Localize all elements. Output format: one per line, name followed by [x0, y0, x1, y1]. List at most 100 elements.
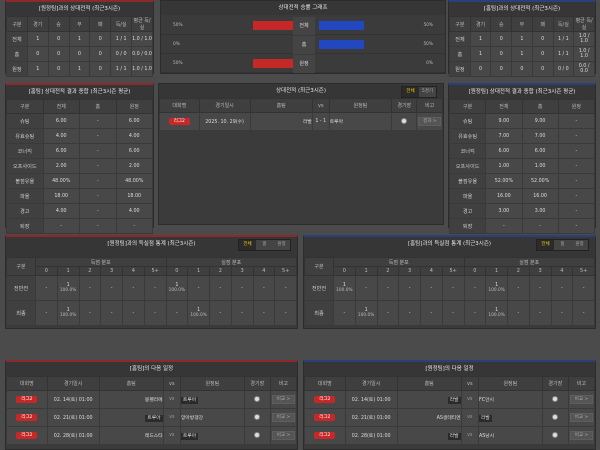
table-row: 오프사이드 1.00 1.00-: [448, 158, 596, 174]
match-row[interactable]: 리그2 02. 21(토) 01:00 AS생테티엔 vs 라발 비교 >: [304, 408, 596, 427]
away-team[interactable]: 트루아: [329, 120, 344, 125]
tab-0[interactable]: 전체: [239, 240, 256, 250]
cell: -: [521, 218, 559, 234]
away-team[interactable]: 라발: [478, 415, 492, 422]
tab-0[interactable]: 전체: [402, 87, 419, 97]
away-team-cell: AS낭시: [477, 426, 543, 445]
tab-1[interactable]: 5경기: [419, 87, 436, 97]
column-header: 득/실: [552, 16, 575, 32]
league-badge[interactable]: 리그2: [314, 432, 336, 439]
stats-right-panel: [원정팀] 상대전적 결과 종합 (최근3시즌 평균) 구분 전체 홈 원정 슈팅 9.00…: [448, 83, 596, 234]
row-label: 최종: [304, 300, 334, 326]
cell: 0: [531, 61, 554, 77]
stadium-icon[interactable]: [254, 431, 261, 438]
cell: 0: [47, 61, 70, 77]
stadium-icon[interactable]: [401, 117, 408, 124]
group-header: 득점 분포: [35, 257, 167, 267]
cell: -: [100, 300, 123, 326]
cell: -: [143, 275, 167, 301]
match-row[interactable]: 리그2 02. 28(토) 01:00 라발 vs AS낭시 비교 >: [304, 426, 596, 445]
column-header: 원정팀: [179, 376, 245, 391]
stadium-icon[interactable]: [254, 413, 261, 420]
column-header: 홈: [79, 99, 117, 114]
tab-0[interactable]: 전체: [537, 240, 554, 250]
league-badge[interactable]: 리그2: [16, 432, 38, 439]
stadium-icon[interactable]: [254, 395, 261, 402]
league-badge[interactable]: 리그2: [168, 118, 190, 125]
home-team[interactable]: 라발: [447, 397, 461, 404]
tab-1[interactable]: 홈: [256, 240, 273, 250]
cell: 1: [68, 61, 91, 77]
compare-button[interactable]: 결과 >: [418, 117, 442, 126]
away-team[interactable]: 앙아방갱강: [180, 416, 204, 421]
table-row: 슈팅 9.00 9.00-: [448, 113, 596, 129]
match-row[interactable]: 리그2 2025. 10. 29(수) 라발 1 - 1 트루아 결과 >: [159, 112, 443, 131]
home-team[interactable]: AS생테티엔: [436, 416, 461, 421]
tab-2[interactable]: 원정: [571, 240, 588, 250]
bucket-header: 2: [78, 266, 102, 276]
tab-1[interactable]: 홈: [554, 240, 571, 250]
stadium-icon[interactable]: [552, 431, 559, 438]
column-header: 전체: [42, 99, 80, 114]
graph-row: 50% 전체 50%: [161, 17, 445, 35]
tab-2[interactable]: 원정: [273, 240, 290, 250]
row-label: 파울: [6, 188, 44, 204]
bucket-header: 5+: [441, 266, 465, 276]
match-row[interactable]: 리그2 02. 14(토) 01:00 몽펠리에 vs 트루아 비교 >: [6, 390, 298, 409]
bucket-header-row: 0 1 2 3 4 5+ 0 1 2 3 4 5+: [7, 266, 297, 276]
percent: 100.0%: [488, 288, 505, 293]
match-row[interactable]: 리그2 02. 21(토) 01:00 트루아 vs 앙아방갱강 비교 >: [6, 408, 298, 427]
compare-button[interactable]: 비교 >: [271, 395, 296, 404]
row-label: 볼점유율: [448, 173, 487, 189]
table-row: 전반전 1 100.0% - - - - - -1 100.0% - - - -: [304, 275, 595, 301]
cell: 1.00: [485, 158, 523, 174]
cell: 9.00: [485, 113, 523, 129]
bucket-header: 3: [230, 266, 254, 276]
compare-button[interactable]: 비교 >: [569, 395, 594, 404]
match-date: 2025. 10. 29(수): [198, 112, 251, 131]
bucket-header: 1: [485, 266, 508, 276]
away-team[interactable]: AS낭시: [478, 434, 495, 439]
stats-left-panel: [홈팀] 상대전적 결과 종합 (최근3시즌 평균) 구분 전체 홈 원정 슈팅 6.00-…: [5, 83, 154, 234]
left-pct: 0%: [173, 42, 180, 47]
home-team[interactable]: 몽펠리에: [144, 398, 163, 403]
away-team[interactable]: 트루아: [180, 397, 199, 404]
cell: 1 100.0%: [56, 275, 80, 301]
compare-button[interactable]: 비교 >: [569, 431, 594, 440]
home-team[interactable]: 라발: [302, 120, 312, 125]
compare-button[interactable]: 비교 >: [271, 413, 296, 422]
league-badge[interactable]: 리그2: [16, 414, 38, 421]
league-badge[interactable]: 리그2: [314, 414, 336, 421]
compare-button[interactable]: 비교 >: [271, 431, 296, 440]
away-team[interactable]: FC안시: [478, 398, 494, 403]
league-badge[interactable]: 리그2: [314, 396, 336, 403]
percent: 100.0%: [168, 288, 186, 293]
league-badge[interactable]: 리그2: [16, 396, 38, 403]
home-team-cell: AS생테티엔: [396, 408, 462, 427]
match-row[interactable]: 리그2 02. 14(토) 01:00 라발 vs FC안시 비교 >: [304, 390, 596, 409]
cell: -: [79, 143, 117, 159]
bucket-header: 1: [56, 266, 80, 276]
cell: -: [507, 300, 530, 326]
cell: -: [79, 113, 117, 129]
header-row: 구분 경기 승 무 패 득/실 평균 득/실: [6, 16, 153, 32]
row-label: 홈: [293, 36, 315, 54]
goals-right-panel: [홈팀]과의 득실점 통계 (최근3시즌) 전체 홈 원정 구분 득점 분포 실점 분포 0 1…: [303, 235, 596, 329]
left-bar: [253, 59, 298, 68]
stadium-icon[interactable]: [552, 395, 559, 402]
cell: 0: [89, 31, 112, 47]
cell: -: [507, 275, 530, 301]
cell: -: [274, 300, 297, 326]
match-row[interactable]: 리그2 02. 28(토) 01:00 레드스타 vs 트루아 비교 >: [6, 426, 298, 445]
away-team[interactable]: 트루아: [180, 433, 199, 440]
count: 1: [342, 283, 346, 288]
stadium-icon[interactable]: [552, 413, 559, 420]
column-header: 경기일시: [46, 376, 100, 391]
compare-button[interactable]: 비교 >: [569, 413, 594, 422]
home-team[interactable]: 라발: [447, 433, 461, 440]
home-team[interactable]: 레드스타: [144, 434, 163, 439]
home-team[interactable]: 트루아: [145, 415, 163, 422]
vs-label: vs: [162, 426, 181, 445]
table-row: 유효슈팅 7.00 7.00-: [448, 128, 596, 144]
